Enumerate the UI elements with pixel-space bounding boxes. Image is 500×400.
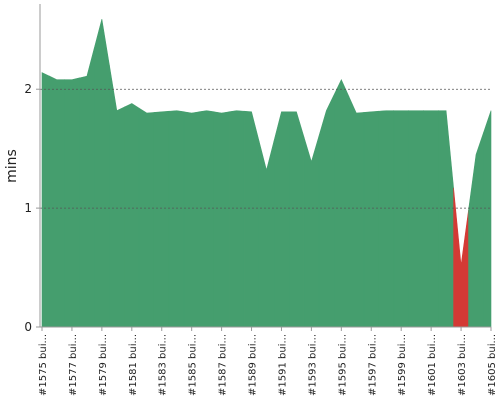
- area-segment: [49, 75, 65, 328]
- area-segment: [124, 103, 140, 328]
- area-segment: [408, 110, 424, 328]
- x-tick-label: #1589 bui...: [248, 334, 259, 396]
- area-segment: [288, 111, 305, 328]
- area-segment: [109, 64, 125, 328]
- y-axis-label: mins: [4, 149, 20, 183]
- x-tick-label: #1603 bui...: [457, 334, 468, 396]
- x-tick-label: #1605 bui...: [487, 334, 498, 396]
- area-segment: [423, 110, 439, 328]
- area-segment: [348, 96, 365, 328]
- area-segment: [183, 111, 200, 328]
- x-tick-label: #1583 bui...: [158, 334, 169, 396]
- area-segment: [303, 136, 320, 328]
- area-segment: [453, 187, 469, 328]
- area-segment: [438, 110, 454, 328]
- x-tick-label: #1577 bui...: [68, 334, 79, 396]
- area-segment: [483, 110, 492, 328]
- y-tick-label: 1: [24, 201, 32, 215]
- x-tick-label: #1581 bui...: [128, 334, 139, 396]
- x-tick-label: #1575 bui...: [38, 334, 49, 396]
- area-segment: [363, 110, 380, 328]
- area-segment: [198, 110, 215, 328]
- area-segment: [228, 110, 245, 328]
- area-segment: [273, 111, 290, 328]
- area-segment: [153, 110, 170, 328]
- x-tick-label: #1597 bui...: [367, 334, 378, 396]
- area-segment: [243, 110, 260, 328]
- area-segment: [318, 95, 335, 328]
- area-segment: [138, 107, 155, 328]
- x-tick-label: #1587 bui...: [218, 334, 229, 396]
- x-tick-label: #1595 bui...: [337, 334, 348, 396]
- area-segment: [393, 110, 409, 328]
- x-tick-label: #1599 bui...: [397, 334, 408, 396]
- x-tick-label: #1601 bui...: [427, 334, 438, 396]
- area-segment: [94, 19, 110, 328]
- area-segment: [468, 132, 484, 328]
- area-segment: [64, 77, 80, 328]
- x-tick-label: #1593 bui...: [307, 334, 318, 396]
- area-segment: [378, 110, 395, 328]
- area-segment: [213, 111, 230, 328]
- area-segment: [41, 72, 50, 328]
- x-tick-label: #1579 bui...: [98, 334, 109, 396]
- area-segment: [258, 140, 275, 328]
- x-tick-label: #1585 bui...: [188, 334, 199, 396]
- x-tick-label: #1591 bui...: [277, 334, 288, 396]
- area-segment: [168, 110, 185, 328]
- y-tick-label: 0: [24, 320, 32, 334]
- area-segment: [333, 79, 350, 328]
- y-tick-label: 2: [24, 82, 32, 96]
